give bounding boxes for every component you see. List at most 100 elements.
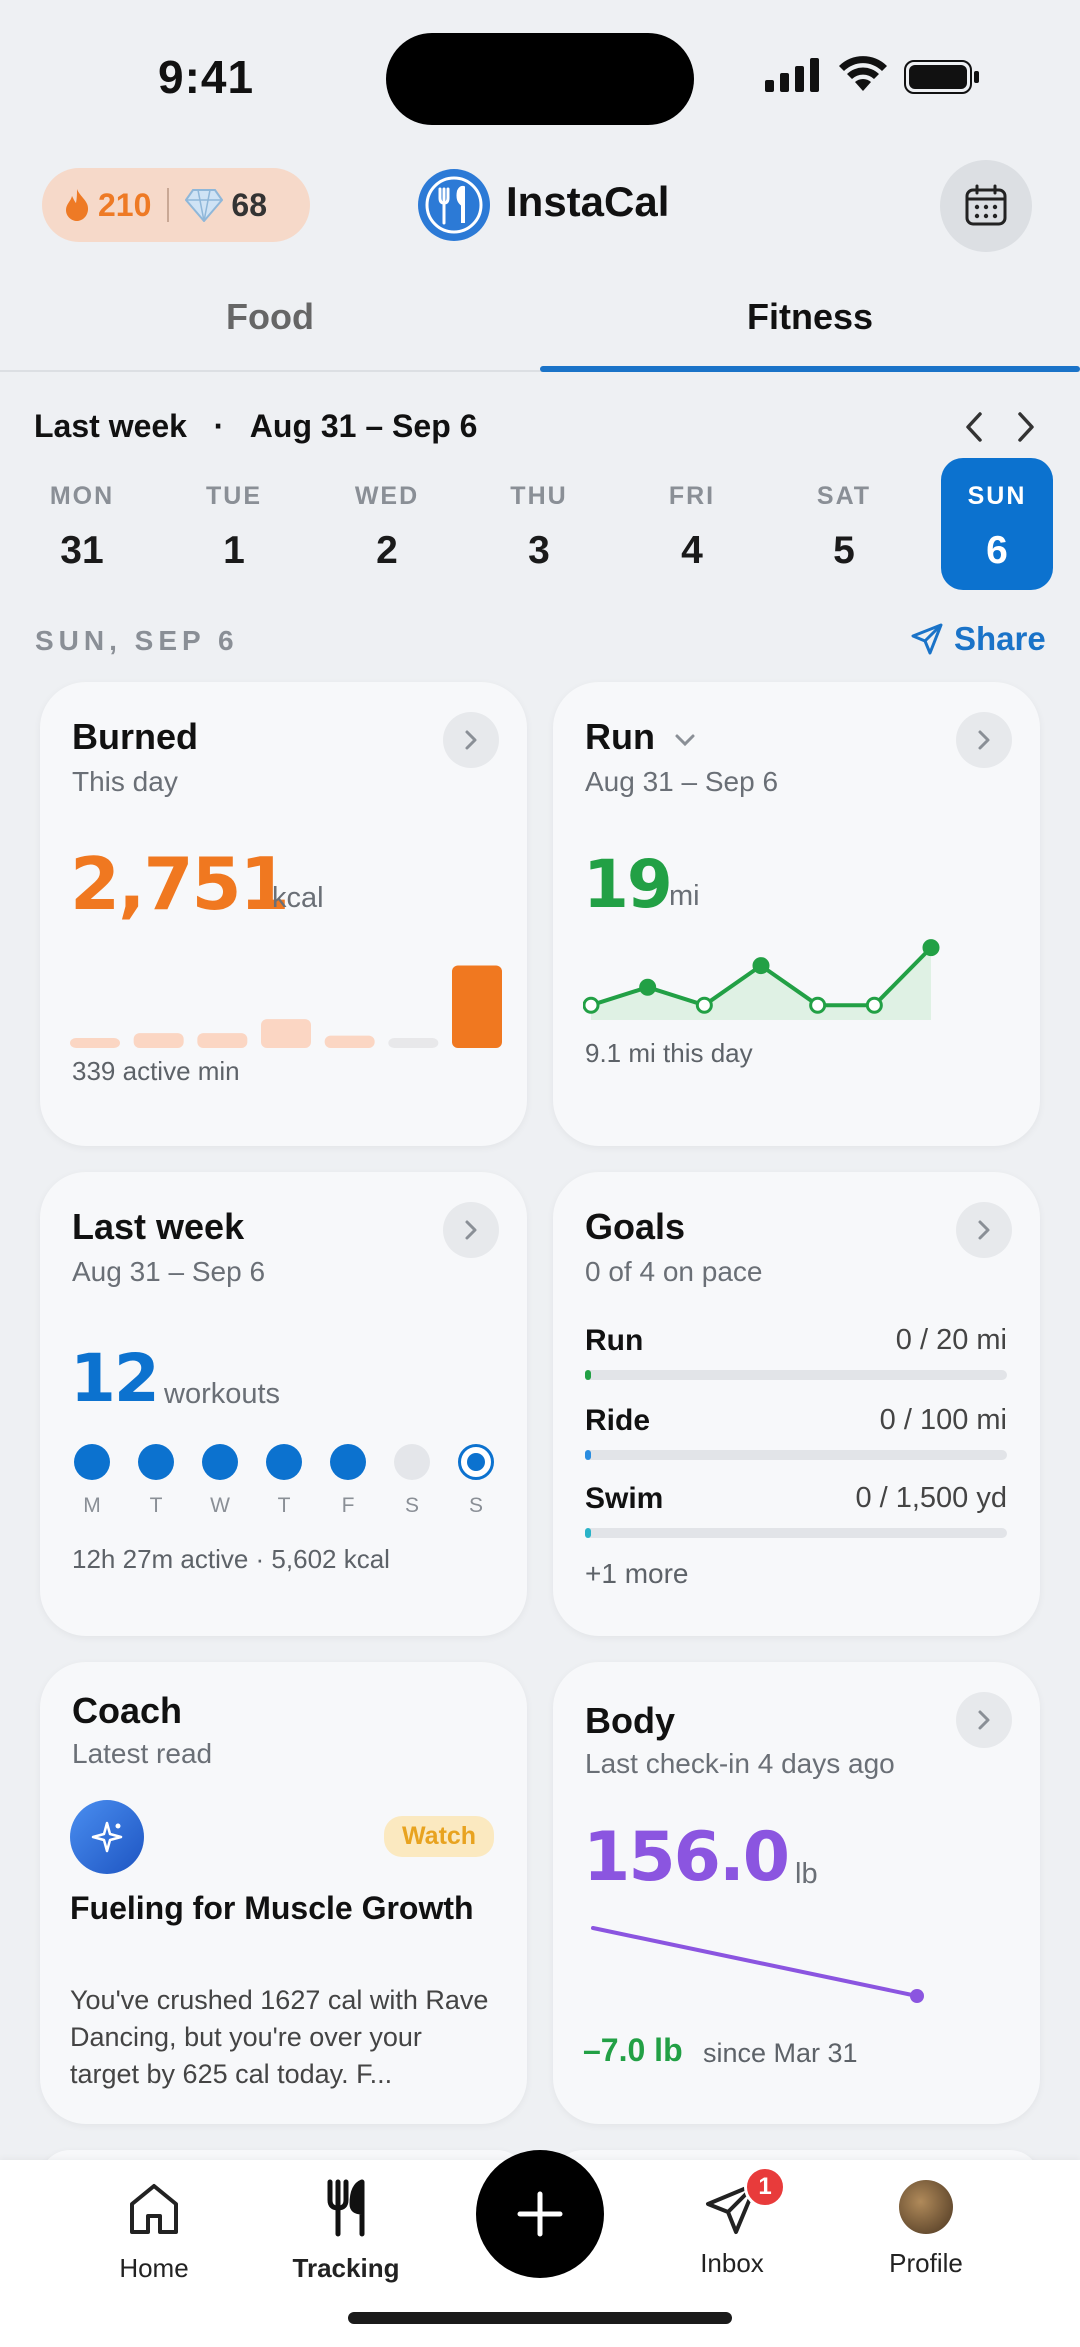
dot-label: F [341, 1494, 355, 1517]
day-sun-selected[interactable]: SUN 6 [941, 458, 1053, 590]
run-point [865, 996, 883, 1014]
day-num: 6 [986, 529, 1008, 572]
plus-icon [517, 2191, 563, 2237]
range-dot: · [195, 408, 243, 444]
chevron-left-icon [966, 412, 982, 442]
fork-knife-icon [327, 2179, 365, 2237]
dot-label: T [149, 1494, 163, 1517]
day-wed[interactable]: WED 2 [332, 482, 442, 573]
day-dot-empty [394, 1444, 430, 1480]
tab-profile[interactable]: Profile [846, 2178, 1006, 2279]
run-point [583, 996, 600, 1014]
chevron-right-icon [1018, 412, 1034, 442]
tab-inbox[interactable]: 1 Inbox [652, 2166, 812, 2279]
day-dot-done [266, 1444, 302, 1480]
card-open-button[interactable] [956, 1692, 1012, 1748]
last-week-footnote: 12h 27m active · 5,602 kcal [72, 1544, 390, 1574]
share-button[interactable]: Share [910, 620, 1046, 658]
day-num: 3 [528, 529, 550, 572]
card-title: Goals [585, 1206, 686, 1247]
day-name: SAT [816, 482, 872, 510]
dot-label: S [468, 1494, 483, 1517]
goal-value: 0 / 1,500 yd [855, 1482, 1007, 1514]
chevron-right-icon [978, 1710, 990, 1730]
day-tue[interactable]: TUE 1 [179, 482, 289, 573]
tab-tracking[interactable]: Tracking [266, 2178, 426, 2284]
goal-value: 0 / 20 mi [895, 1324, 1007, 1356]
goal-label: Swim [585, 1482, 664, 1515]
goal-progress-fill [585, 1528, 591, 1538]
goal-progress-fill [585, 1370, 591, 1380]
day-name: THU [510, 482, 568, 510]
tab-fitness[interactable]: Fitness [746, 296, 874, 337]
workouts-unit: workouts [164, 1378, 281, 1410]
burned-bar-chart [70, 965, 502, 1048]
card-subtitle: This day [72, 766, 178, 797]
prev-week-button[interactable] [962, 410, 988, 449]
goal-run: Run 0 / 20 mi [585, 1324, 1007, 1380]
card-subtitle: Aug 31 – Sep 6 [72, 1256, 266, 1287]
run-point [922, 939, 940, 957]
goal-label: Run [585, 1324, 644, 1357]
coach-card[interactable]: Coach Latest read Watch Fueling for Musc… [40, 1662, 527, 2124]
date-range: Last week · Aug 31 – Sep 6 [34, 408, 477, 445]
burned-bar [388, 1038, 439, 1048]
range-label: Last week [34, 408, 187, 444]
next-week-button[interactable] [1012, 410, 1038, 449]
goals-card[interactable]: Goals 0 of 4 on pace Run 0 / 20 mi Ride … [553, 1172, 1040, 1636]
day-sat[interactable]: SAT 5 [789, 482, 899, 573]
day-name: WED [354, 482, 420, 510]
body-card[interactable]: Body Last check-in 4 days ago 156.0 lb –… [553, 1662, 1040, 2124]
calendar-icon [965, 184, 1007, 226]
card-open-button[interactable] [956, 1202, 1012, 1258]
day-fri[interactable]: FRI 4 [637, 482, 747, 573]
burned-bar [452, 965, 502, 1048]
run-point [639, 978, 657, 996]
run-point [695, 996, 713, 1014]
dynamic-island [386, 33, 694, 125]
flame-icon [66, 189, 89, 221]
card-open-button[interactable] [443, 1202, 499, 1258]
day-dot-done [330, 1444, 366, 1480]
card-title: Last week [72, 1206, 245, 1247]
run-unit: mi [669, 880, 700, 912]
chevron-right-icon [465, 1220, 477, 1240]
burned-footnote: 339 active min [72, 1056, 240, 1086]
streak-gems-pill[interactable]: 210 68 [42, 168, 310, 242]
run-title: Run [585, 716, 655, 757]
tab-home[interactable]: Home [74, 2178, 234, 2284]
weight-delta-suffix: since Mar 31 [703, 2038, 858, 2068]
paper-plane-icon [911, 623, 943, 655]
app-title: InstaCal [506, 178, 670, 225]
add-button[interactable] [476, 2150, 604, 2278]
status-time: 9:41 [158, 51, 255, 103]
card-open-button[interactable] [956, 712, 1012, 768]
burned-card[interactable]: Burned This day 2,751 kcal 339 active mi… [40, 682, 527, 1146]
last-week-card[interactable]: Last week Aug 31 – Sep 6 12 workouts M T… [40, 1172, 527, 1636]
run-value: 19 [583, 846, 673, 923]
inbox-badge: 1 [744, 2166, 786, 2208]
chevron-down-icon[interactable] [673, 731, 697, 749]
calendar-button[interactable] [940, 160, 1032, 252]
day-num: 5 [833, 529, 855, 572]
tab-food[interactable]: Food [226, 296, 314, 337]
run-point [809, 996, 827, 1014]
goals-more-link[interactable]: +1 more [585, 1558, 689, 1589]
day-dot-today [458, 1444, 494, 1480]
card-open-button[interactable] [443, 712, 499, 768]
weight-latest-point [910, 1989, 924, 2003]
weight-delta: –7.0 lb [583, 2032, 683, 2068]
burned-bar [133, 1033, 184, 1048]
card-subtitle: Aug 31 – Sep 6 [585, 766, 779, 797]
watch-tag[interactable]: Watch [384, 1816, 495, 1857]
run-card[interactable]: Run Aug 31 – Sep 6 19 mi 9.1 mi this day [553, 682, 1040, 1146]
workouts-value: 12 [70, 1340, 160, 1417]
burned-value: 2,751 [70, 842, 290, 926]
day-dot-done [74, 1444, 110, 1480]
card-title: Burned [72, 716, 198, 757]
burned-bar [261, 1019, 311, 1048]
home-icon [130, 2184, 178, 2234]
day-mon[interactable]: MON 31 [27, 482, 137, 573]
day-thu[interactable]: THU 3 [484, 482, 594, 573]
day-name: SUN [967, 482, 1027, 510]
